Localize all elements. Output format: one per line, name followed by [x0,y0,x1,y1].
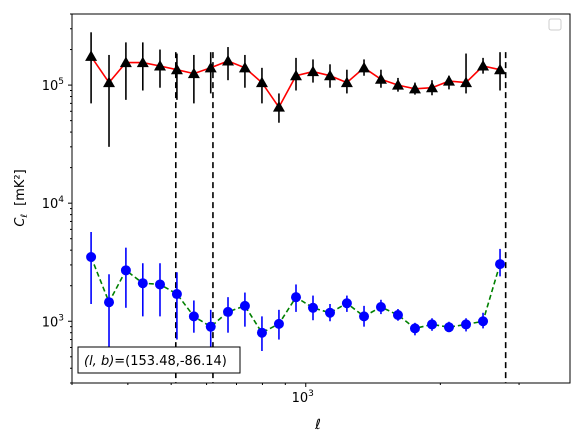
triangle-marker [391,79,404,90]
triangle-marker [222,54,235,66]
y-tick-label-base: 10 [42,79,59,94]
y-tick-label: 105 [42,77,64,94]
circle-marker [478,316,489,327]
annotation: (l, b)=(153.48,-86.14) [77,346,241,374]
triangle-marker [340,76,353,88]
y-axis-label-main: C [13,217,28,227]
triangle-marker [306,65,319,77]
x-tick-label-base: 10 [292,391,309,406]
y-axis-label-sub: ℓ [20,214,30,219]
triangle-marker [442,75,455,86]
triangle-marker [238,61,251,73]
circle-marker [341,298,352,309]
triangle-marker [136,56,149,68]
triangle-marker [119,56,132,68]
circle-marker [205,321,216,332]
circle-marker [273,318,284,329]
x-axis-label: ℓ [314,417,321,433]
triangle-marker [85,50,98,61]
circle-marker [495,259,506,270]
annotation-prefix: (l, b) [84,354,114,369]
series-markers [85,50,507,338]
circle-marker [256,327,267,338]
triangle-marker [153,60,166,71]
annotation-value: =(153.48,-86.14) [114,354,227,369]
triangle-marker [290,69,303,81]
legend [548,18,562,31]
circle-marker [427,319,438,330]
triangle-marker [426,81,439,93]
y-tick-label-exp: 3 [58,313,64,323]
triangle-marker [408,82,421,94]
y-tick-label: 104 [42,195,65,212]
circle-marker [154,279,165,290]
circle-marker [223,306,234,317]
triangle-marker [477,60,490,71]
triangle-marker [103,76,116,88]
circle-marker [375,302,386,313]
circle-marker [443,322,454,333]
y-tick-label-base: 10 [42,197,59,212]
circle-marker [291,292,302,303]
circle-marker [409,323,420,334]
y-axis-label-units: [mK²] [13,169,28,206]
y-axis-label: Cℓ [mK²] [13,169,30,226]
circle-marker [307,302,318,313]
triangle-marker [358,61,371,73]
triangle-marker [255,76,268,88]
circle-marker [461,319,472,330]
circle-marker [239,300,250,311]
circle-marker [104,297,115,308]
triangle-marker [187,67,200,79]
legend-box [548,18,562,31]
circle-marker [171,289,182,300]
y-tick-label-exp: 4 [58,195,64,205]
triangle-marker [170,63,183,75]
triangle-marker [204,61,217,73]
y-tick-label-base: 10 [42,315,59,330]
circle-marker [359,311,370,322]
y-tick-label: 103 [42,313,64,330]
annotation-box [77,346,241,374]
triangle-marker [494,63,507,75]
plot-frame [71,13,571,384]
y-tick-label-exp: 5 [58,77,64,87]
triangle-marker [324,69,337,81]
circle-marker [325,307,336,318]
circle-marker [188,311,199,322]
circle-marker [137,278,148,289]
circle-marker [120,265,131,276]
triangle-marker [272,101,285,112]
annotation-text: (l, b)=(153.48,-86.14) [84,354,227,369]
x-tick-label: 103 [292,389,314,406]
circle-marker [392,309,403,320]
x-tick-label-exp: 3 [308,389,314,399]
triangle-marker [374,73,387,84]
circle-marker [86,252,97,263]
triangle-marker [460,76,473,88]
